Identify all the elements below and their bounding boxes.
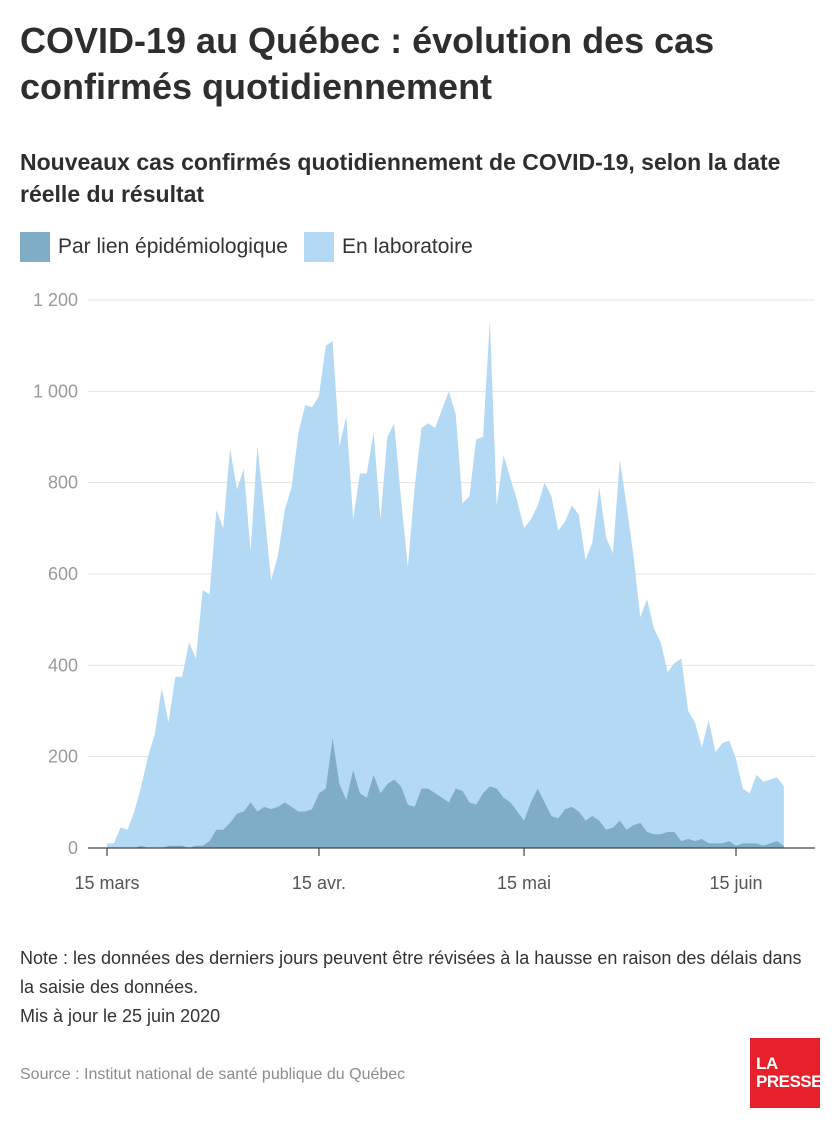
y-tick-label-1000: 1 000 <box>33 381 78 401</box>
series-area-par-lien-epidemiologique <box>107 738 784 848</box>
y-tick-label-600: 600 <box>48 564 78 584</box>
note-updated-date: Mis à jour le 25 juin 2020 <box>20 1006 221 1026</box>
legend-label-epidemiologique: Par lien épidémiologique <box>58 235 288 258</box>
x-tick-label-1: 15 avr. <box>292 873 346 893</box>
y-tick-label-200: 200 <box>48 747 78 767</box>
legend: Par lien épidémiologique En laboratoire <box>20 231 489 263</box>
legend-swatch-epidemiologique <box>20 232 50 262</box>
source-credit: Source : Institut national de santé publ… <box>20 1066 406 1083</box>
y-tick-label-1200: 1 200 <box>33 290 78 310</box>
legend-item-epidemiologique: Par lien épidémiologique <box>20 232 288 262</box>
y-tick-label-800: 800 <box>48 473 78 493</box>
la-presse-logo: LA PRESSE <box>750 1038 822 1108</box>
series-area-en-laboratoire <box>107 320 784 848</box>
area-chart: 0 200 400 600 800 1 000 1 200 15 mars 15 avr. 15 … <box>33 290 815 893</box>
chart-note: Note : les données des derniers jours pe… <box>20 944 820 1031</box>
y-tick-label-0: 0 <box>68 838 78 858</box>
x-tick-label-2: 15 mai <box>497 873 551 893</box>
x-tick-label-0: 15 mars <box>74 873 139 893</box>
legend-swatch-laboratoire <box>304 232 334 262</box>
page-title: COVID-19 au Québec : évolution des cas c… <box>20 20 715 107</box>
y-tick-label-400: 400 <box>48 655 78 675</box>
chart-subtitle: Nouveaux cas confirmés quotidiennement d… <box>20 149 781 207</box>
note-revision-text: Note : les données des derniers jours pe… <box>20 948 802 997</box>
legend-label-laboratoire: En laboratoire <box>342 235 473 258</box>
legend-item-laboratoire: En laboratoire <box>304 232 473 262</box>
logo-line-2: PRESSE <box>756 1072 822 1091</box>
x-tick-label-3: 15 juin <box>709 873 762 893</box>
logo-line-1: LA <box>756 1054 778 1073</box>
